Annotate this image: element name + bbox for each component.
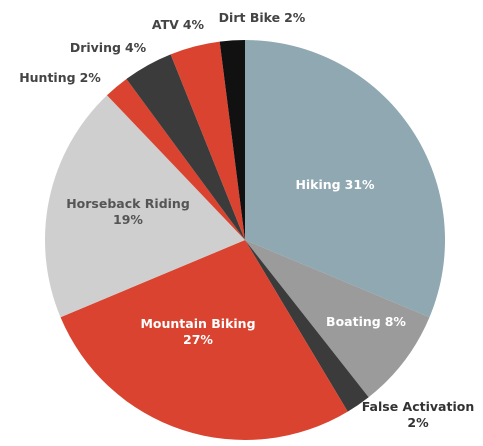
category-label: Hiking: [295, 177, 340, 192]
value-label: 2%: [407, 415, 429, 430]
pie-slice: [245, 40, 445, 318]
category-label: Driving: [70, 40, 121, 55]
category-label: Dirt Bike: [219, 10, 280, 25]
category-label: Mountain Biking: [140, 316, 255, 331]
category-label: Hunting: [19, 70, 75, 85]
pie-slice: [219, 40, 245, 240]
value-label: 4%: [125, 40, 147, 55]
slice-label: Driving 4%: [70, 40, 147, 55]
value-label: 31%: [345, 177, 375, 192]
slice-label: Mountain Biking 27%: [140, 316, 255, 347]
value-label: 27%: [183, 332, 213, 347]
pie-slice: [245, 240, 369, 412]
slice-label: Boating 8%: [326, 314, 406, 329]
pie-slice: [126, 54, 245, 240]
category-label: False Activation: [362, 399, 474, 414]
category-label: Boating: [326, 314, 381, 329]
pie-slice: [106, 78, 246, 240]
pie-slice: [245, 240, 430, 398]
value-label: 2%: [80, 70, 102, 85]
value-label: 19%: [113, 212, 143, 227]
value-label: 2%: [284, 10, 306, 25]
slice-label: Horseback Riding 19%: [66, 196, 190, 227]
pie-slice: [44, 95, 245, 318]
slice-label: Hiking 31%: [295, 177, 375, 192]
value-label: 4%: [183, 17, 205, 32]
value-label: 8%: [385, 314, 407, 329]
category-label: ATV: [152, 17, 179, 32]
slice-label: Dirt Bike 2%: [219, 10, 306, 25]
slice-label: False Activation 2%: [362, 399, 474, 430]
slice-label: ATV 4%: [152, 17, 205, 32]
category-label: Horseback Riding: [66, 196, 190, 211]
pie-slice: [170, 41, 245, 240]
pie-slice: [60, 240, 348, 440]
slice-label: Hunting 2%: [19, 70, 101, 85]
